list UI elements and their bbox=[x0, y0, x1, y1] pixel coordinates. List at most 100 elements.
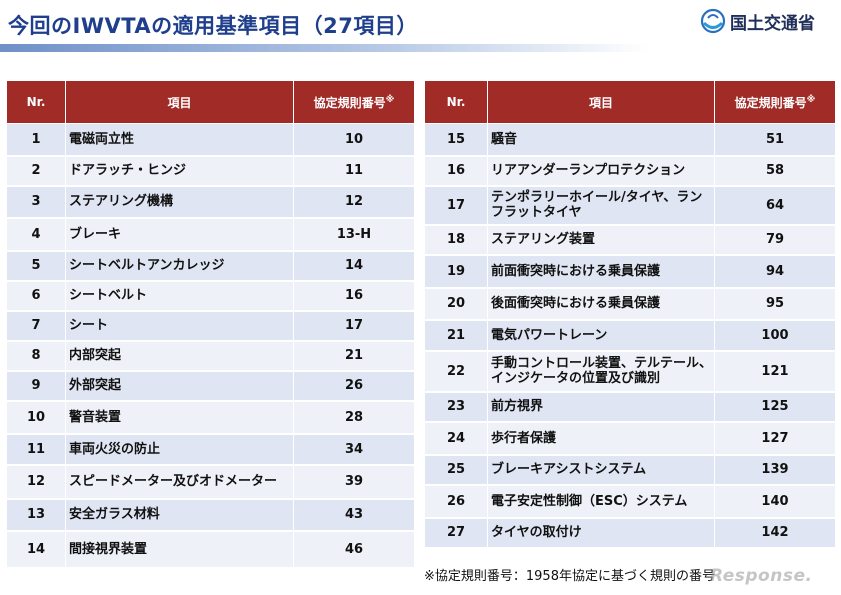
row-item-name: 内部突起 bbox=[65, 340, 294, 372]
row-regulation-number: 121 bbox=[714, 350, 836, 393]
row-number: 26 bbox=[424, 484, 488, 519]
row-item-name: 電気パワートレーン bbox=[487, 319, 715, 352]
row-regulation-number: 127 bbox=[714, 421, 836, 456]
row-number: 3 bbox=[6, 185, 66, 219]
row-item-name: 車両火災の防止 bbox=[65, 433, 294, 466]
row-item-name: テンポラリーホイール/タイヤ、ランフラットタイヤ bbox=[487, 185, 715, 226]
row-regulation-number: 64 bbox=[714, 185, 836, 226]
mlit-logo-icon bbox=[700, 8, 726, 34]
row-regulation-number: 11 bbox=[293, 155, 415, 187]
row-item-name: シートベルト bbox=[65, 280, 294, 312]
row-number: 23 bbox=[424, 391, 488, 423]
row-item-name: 歩行者保護 bbox=[487, 421, 715, 456]
table-row: 22 手動コントロール装置、テルテール、インジケータの位置及び識別 121 bbox=[424, 350, 836, 393]
row-number: 2 bbox=[6, 155, 66, 187]
row-regulation-number: 10 bbox=[293, 123, 415, 157]
row-regulation-number: 39 bbox=[293, 464, 415, 500]
table-row: 27 タイヤの取付け 142 bbox=[424, 517, 836, 549]
table-row: 17 テンポラリーホイール/タイヤ、ランフラットタイヤ 64 bbox=[424, 185, 836, 226]
row-number: 27 bbox=[424, 517, 488, 549]
row-item-name: リアアンダーランプロテクション bbox=[487, 155, 715, 187]
row-regulation-number: 17 bbox=[293, 310, 415, 342]
row-item-name: ステアリング機構 bbox=[65, 185, 294, 219]
row-number: 7 bbox=[6, 310, 66, 342]
row-item-name: シート bbox=[65, 310, 294, 342]
table-row: 13 安全ガラス材料 43 bbox=[6, 498, 415, 532]
row-regulation-number: 26 bbox=[293, 370, 415, 402]
table-row: 21 電気パワートレーン 100 bbox=[424, 319, 836, 352]
row-item-name: タイヤの取付け bbox=[487, 517, 715, 549]
column-header-nr: Nr. bbox=[424, 80, 488, 124]
row-number: 8 bbox=[6, 340, 66, 372]
row-regulation-number: 12 bbox=[293, 185, 415, 219]
row-number: 1 bbox=[6, 123, 66, 157]
page-title: 今回のIWVTAの適用基準項目（27項目） bbox=[8, 14, 418, 38]
row-regulation-number: 140 bbox=[714, 484, 836, 519]
row-item-name: ブレーキ bbox=[65, 217, 294, 252]
row-number: 11 bbox=[6, 433, 66, 466]
footnote: ※協定規則番号：1958年協定に基づく規則の番号 bbox=[424, 569, 715, 584]
column-header-item: 項目 bbox=[65, 80, 294, 124]
row-regulation-number: 142 bbox=[714, 517, 836, 549]
table-row: 3 ステアリング機構 12 bbox=[6, 185, 415, 219]
table-row: 11 車両火災の防止 34 bbox=[6, 433, 415, 466]
table-row: 23 前方視界 125 bbox=[424, 391, 836, 423]
row-regulation-number: 79 bbox=[714, 224, 836, 256]
column-header-nr: Nr. bbox=[6, 80, 66, 124]
table-row: 24 歩行者保護 127 bbox=[424, 421, 836, 456]
row-item-name: 後面衝突時における乗員保護 bbox=[487, 287, 715, 321]
row-number: 5 bbox=[6, 250, 66, 282]
row-number: 10 bbox=[6, 400, 66, 435]
row-regulation-number: 14 bbox=[293, 250, 415, 282]
table-row: 26 電子安定性制御（ESC）システム 140 bbox=[424, 484, 836, 519]
row-number: 14 bbox=[6, 530, 66, 569]
row-number: 21 bbox=[424, 319, 488, 352]
title-underline-bar bbox=[0, 44, 650, 52]
table-row: 14 間接視界装置 46 bbox=[6, 530, 415, 569]
row-number: 18 bbox=[424, 224, 488, 256]
row-regulation-number: 139 bbox=[714, 454, 836, 486]
ministry-logo: 国土交通省 bbox=[700, 8, 815, 34]
row-item-name: ドアラッチ・ヒンジ bbox=[65, 155, 294, 187]
table-row: 12 スピードメーター及びオドメーター 39 bbox=[6, 464, 415, 500]
row-number: 9 bbox=[6, 370, 66, 402]
row-number: 24 bbox=[424, 421, 488, 456]
row-regulation-number: 125 bbox=[714, 391, 836, 423]
row-regulation-number: 100 bbox=[714, 319, 836, 352]
table-row: 2 ドアラッチ・ヒンジ 11 bbox=[6, 155, 415, 187]
regulation-table-right: Nr. 項目 協定規則番号※ 15 騒音 51 16 リアアンダーランプロテクション 58… bbox=[424, 80, 836, 549]
row-regulation-number: 21 bbox=[293, 340, 415, 372]
row-item-name: 騒音 bbox=[487, 123, 715, 157]
row-item-name: 前方視界 bbox=[487, 391, 715, 423]
row-number: 19 bbox=[424, 254, 488, 289]
regulation-table-left: Nr. 項目 協定規則番号※ 1 電磁両立性 10 2 ドアラッチ・ヒンジ 11 3 ステアリ… bbox=[6, 80, 415, 569]
row-number: 13 bbox=[6, 498, 66, 532]
row-regulation-number: 13-H bbox=[293, 217, 415, 252]
table-row: 1 電磁両立性 10 bbox=[6, 123, 415, 157]
table-row: 20 後面衝突時における乗員保護 95 bbox=[424, 287, 836, 321]
row-item-name: 警音装置 bbox=[65, 400, 294, 435]
column-header-regulation: 協定規則番号※ bbox=[714, 80, 836, 124]
table-row: 7 シート 17 bbox=[6, 310, 415, 342]
row-item-name: スピードメーター及びオドメーター bbox=[65, 464, 294, 500]
row-number: 25 bbox=[424, 454, 488, 486]
row-regulation-number: 51 bbox=[714, 123, 836, 157]
row-item-name: 前面衝突時における乗員保護 bbox=[487, 254, 715, 289]
table-row: 6 シートベルト 16 bbox=[6, 280, 415, 312]
row-item-name: 電子安定性制御（ESC）システム bbox=[487, 484, 715, 519]
table-row: 4 ブレーキ 13-H bbox=[6, 217, 415, 252]
row-item-name: 外部突起 bbox=[65, 370, 294, 402]
table-row: 19 前面衝突時における乗員保護 94 bbox=[424, 254, 836, 289]
row-number: 22 bbox=[424, 350, 488, 393]
row-number: 4 bbox=[6, 217, 66, 252]
row-item-name: 間接視界装置 bbox=[65, 530, 294, 569]
row-regulation-number: 43 bbox=[293, 498, 415, 532]
row-item-name: シートベルトアンカレッジ bbox=[65, 250, 294, 282]
row-regulation-number: 94 bbox=[714, 254, 836, 289]
table-row: 10 警音装置 28 bbox=[6, 400, 415, 435]
row-item-name: ブレーキアシストシステム bbox=[487, 454, 715, 486]
ministry-name: 国土交通省 bbox=[730, 13, 815, 34]
row-regulation-number: 16 bbox=[293, 280, 415, 312]
table-row: 8 内部突起 21 bbox=[6, 340, 415, 372]
row-number: 12 bbox=[6, 464, 66, 500]
